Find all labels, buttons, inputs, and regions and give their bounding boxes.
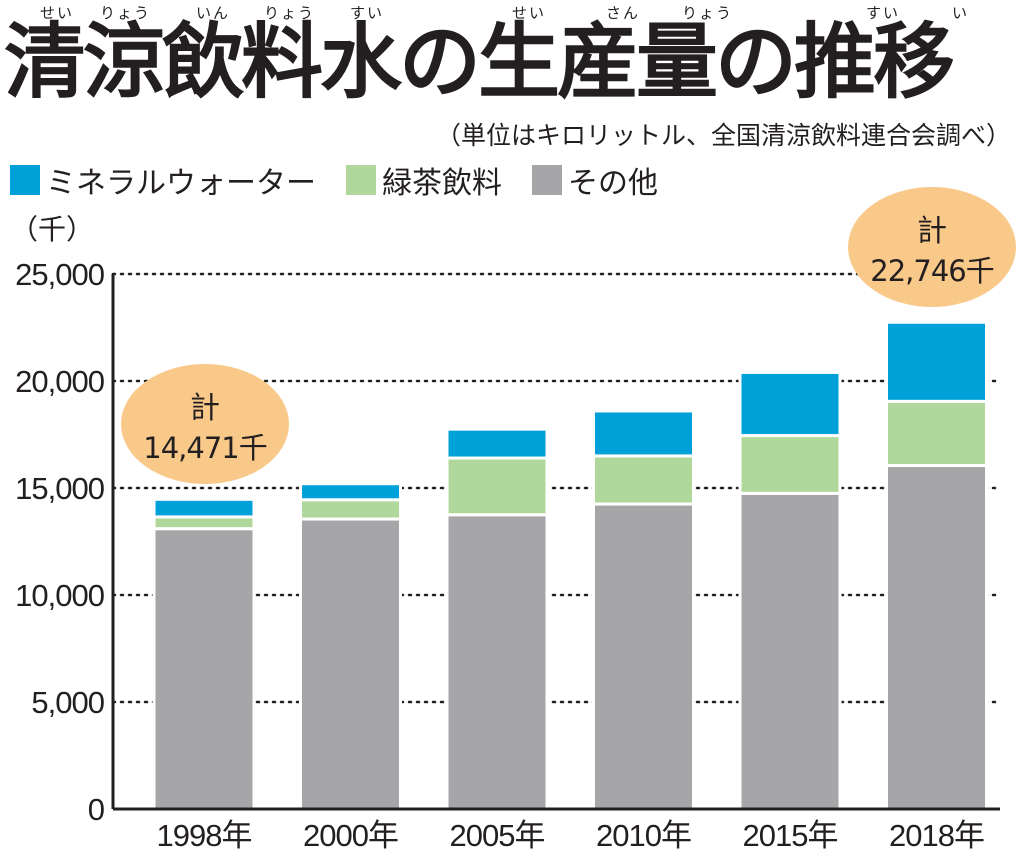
total-callout-label: 計 — [190, 391, 220, 426]
ruby-ryou-2: りょう — [264, 4, 316, 22]
ruby-san: さん — [606, 4, 641, 22]
bar-segment-other — [299, 517, 402, 811]
ruby-i: い — [952, 4, 970, 22]
total-callout-value: 14,471千 — [143, 431, 266, 465]
ruby-sui-2: すい — [866, 4, 901, 22]
total-callout-label: 計 — [917, 214, 947, 249]
legend-label-greentea: 緑茶飲料 — [382, 166, 502, 201]
bar-segment-mineral — [152, 497, 256, 519]
chart-title: 清涼飲料水の生産量の推移 — [4, 15, 955, 110]
bar-segment-mineral — [592, 409, 695, 458]
legend: ミネラルウォーター 緑茶飲料 その他 — [10, 158, 688, 202]
y-axis-unit-label: （千） — [10, 213, 95, 246]
bar-segment-greentea — [738, 434, 842, 495]
x-tick-label: 2000年 — [303, 818, 398, 853]
total-callout — [121, 364, 289, 484]
bar-segment-other — [738, 491, 842, 811]
bar-segment-mineral — [885, 320, 988, 403]
legend-swatch-mineral — [10, 165, 40, 195]
bar-segment-other — [152, 527, 256, 811]
bar-segment-mineral — [738, 370, 842, 438]
x-tick-label: 1998年 — [157, 818, 252, 853]
y-tick-label: 10,000 — [15, 578, 105, 613]
title-block: せい りょう いん りょう すい せい さん りょう すい い 清涼飲料水の生産… — [0, 0, 1017, 150]
source-note: （単位はキロリットル、全国清涼飲料連合会調べ） — [435, 121, 1011, 150]
ruby-sui-1: すい — [350, 4, 385, 22]
bar-segment-greentea — [299, 498, 402, 521]
x-tick-label: 2015年 — [743, 818, 838, 853]
ruby-ryou-3: りょう — [682, 4, 734, 22]
total-callout — [848, 187, 1016, 307]
bar-segment-greentea — [592, 454, 695, 506]
ruby-sei-2: せい — [512, 4, 547, 22]
ruby-sei-1: せい — [40, 4, 75, 22]
bar-segment-other — [885, 464, 988, 811]
y-tick-label: 0 — [88, 792, 105, 827]
y-tick-label: 15,000 — [15, 471, 105, 506]
x-tick-label: 2005年 — [450, 818, 545, 853]
total-callout-value: 22,746千 — [870, 254, 993, 288]
legend-item-greentea: 緑茶飲料 — [346, 158, 502, 202]
legend-swatch-other — [532, 165, 562, 195]
bar-segment-mineral — [445, 427, 549, 460]
legend-item-mineral: ミネラルウォーター — [10, 158, 316, 202]
y-tick-label: 20,000 — [15, 364, 105, 399]
bar-segment-greentea — [445, 456, 549, 517]
bar-segment-greentea — [152, 515, 256, 531]
legend-label-mineral: ミネラルウォーター — [46, 166, 316, 201]
x-tick-label: 2018年 — [889, 818, 984, 853]
legend-label-other: その他 — [568, 166, 658, 201]
bar-segment-mineral — [299, 482, 402, 502]
ruby-in: いん — [196, 4, 231, 22]
bar-segment-greentea — [885, 399, 988, 468]
x-tick-label: 2010年 — [596, 818, 691, 853]
legend-item-other: その他 — [532, 158, 658, 202]
ruby-ryou-1: りょう — [100, 4, 152, 22]
bar-segment-other — [445, 513, 549, 811]
y-tick-label: 25,000 — [15, 257, 105, 292]
y-tick-label: 5,000 — [31, 685, 104, 720]
legend-swatch-greentea — [346, 165, 376, 195]
bar-segment-other — [592, 502, 695, 811]
